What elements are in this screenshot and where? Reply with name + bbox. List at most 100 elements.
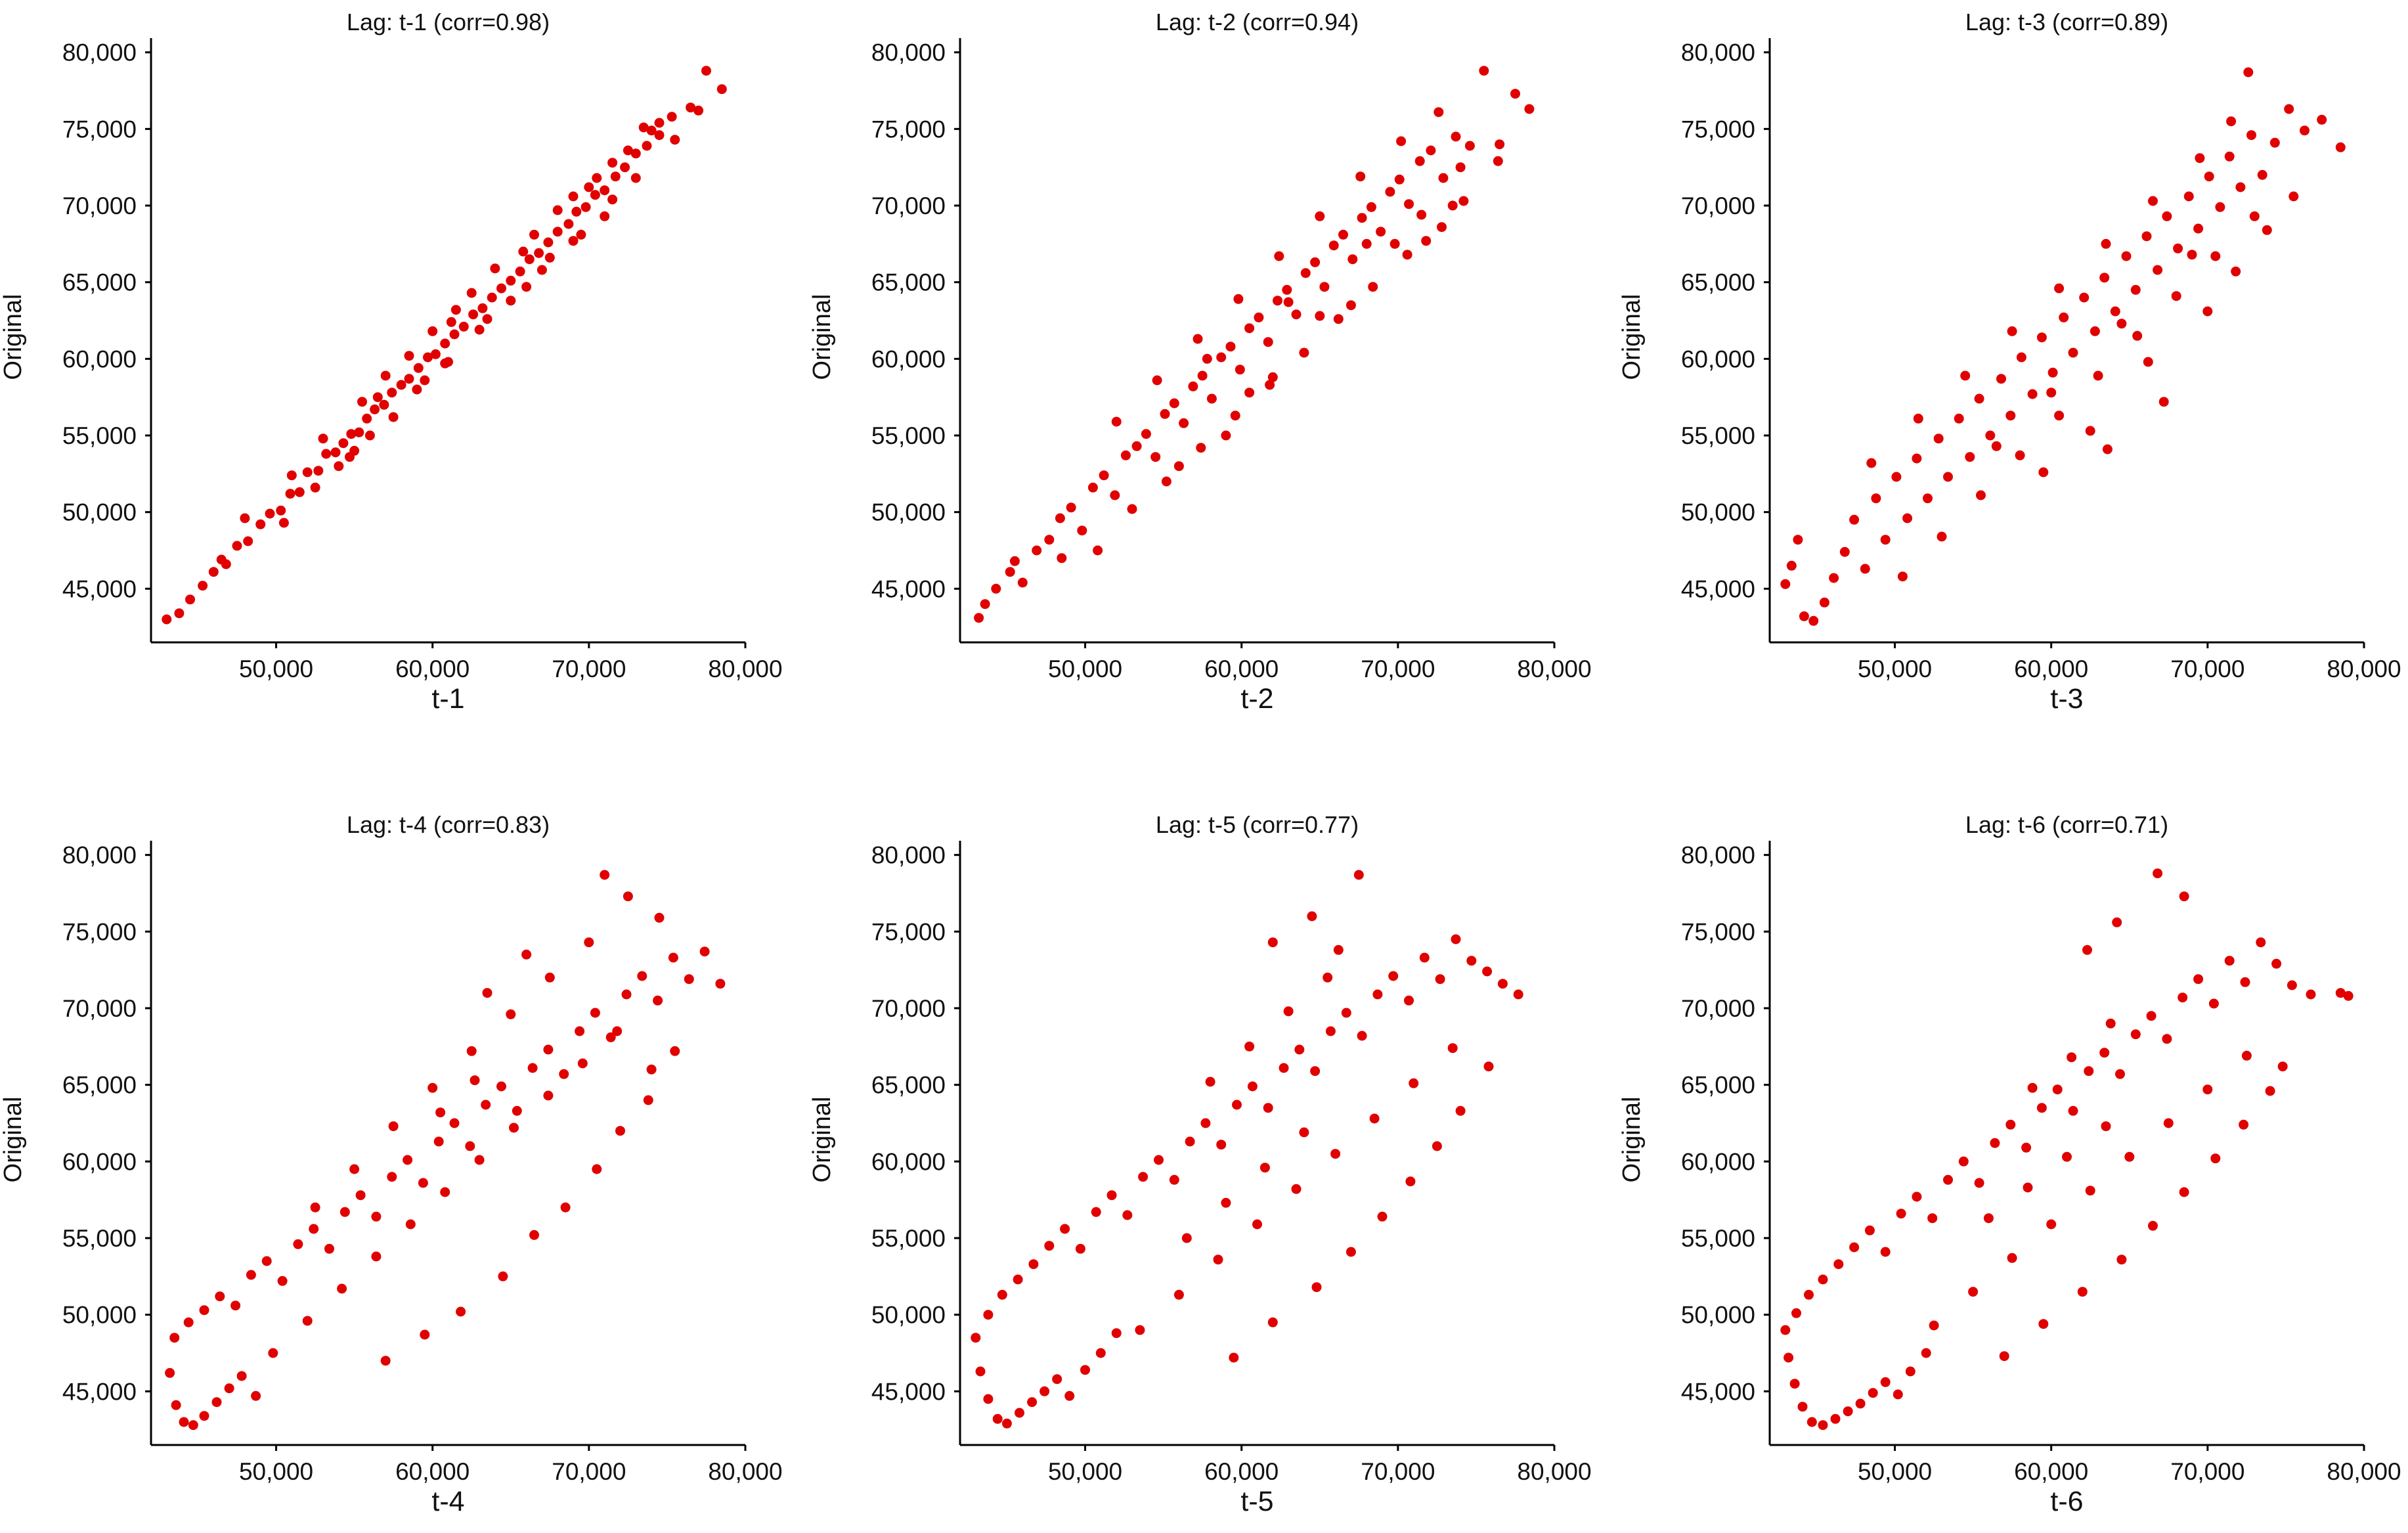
chart-title: Lag: t-5 (corr=0.77) [1156,811,1359,838]
scatter-point [1294,1044,1305,1055]
scatter-point [512,1105,522,1116]
scatter-point [349,1164,360,1174]
scatter-point [2085,426,2095,436]
scatter-point [2102,444,2112,455]
scatter-point [1437,222,1447,233]
scatter-point [1797,1402,1808,1412]
scatter-point [211,1397,222,1408]
scatter-point [396,380,406,390]
scatter-point [592,1164,602,1174]
scatter-point [563,219,574,229]
scatter-point [1127,504,1137,514]
scatter-point [1965,452,1975,462]
scatter-point [590,1008,600,1018]
scatter-point [1346,300,1356,311]
x-axis-label: t-5 [1240,1486,1273,1517]
scatter-point [1369,1113,1380,1124]
scatter-point [2130,284,2141,295]
scatter-point [310,1202,320,1212]
scatter-point [1923,493,1933,504]
scatter-point [1860,564,1870,574]
scatter-point [1259,1163,1270,1173]
scatter-point [2027,1082,2038,1093]
scatter-point [1829,573,1839,583]
scatter-point [2265,1086,2275,1096]
scatter-point [1791,1308,1801,1318]
scatter-point [278,518,289,528]
scatter-point [1806,1417,1817,1427]
scatter-point [481,1100,491,1110]
scatter-point [2099,273,2110,283]
scatter-point [1864,1225,1875,1235]
scatter-point [607,158,618,168]
scatter-point [1087,482,1098,493]
y-tick-label: 65,000 [1681,1072,1755,1099]
scatter-point [302,467,313,478]
scatter-point [1341,1008,1351,1018]
y-tick-label: 60,000 [871,345,946,372]
scatter-point [1780,579,1791,589]
y-tick-label: 50,000 [871,1302,946,1329]
scatter-point [380,1356,391,1366]
scatter-point [2235,182,2246,192]
scatter-point [477,303,488,313]
scatter-point [387,1172,397,1182]
x-tick-label: 60,000 [395,1458,470,1485]
scatter-point [543,1044,554,1055]
scatter-point [355,1190,366,1201]
scatter-point [1193,334,1203,344]
scatter-point [1390,238,1400,249]
scatter-point [496,283,506,294]
y-tick-label: 65,000 [871,1072,946,1099]
x-tick-label: 70,000 [1361,655,1435,682]
scatter-point [2054,283,2065,294]
scatter-point [2204,171,2214,182]
x-tick-label: 50,000 [1048,1458,1122,1485]
lag-plot-panel-5: Lag: t-5 (corr=0.77) 45,000 50,000 55,000 60… [808,811,1592,1517]
scatter-point [1131,441,1142,451]
y-tick-label: 70,000 [871,192,946,219]
scatter-point [1355,171,1366,182]
scatter-point [1912,1191,1922,1202]
scatter-point [1283,1006,1294,1017]
scatter-point [506,296,516,306]
scatter-point [388,412,399,422]
scatter-point [1291,309,1302,320]
scatter-point [2241,1050,2252,1061]
y-axis-label: Original [808,1097,836,1183]
scatter-point [362,413,372,424]
scatter-point [1001,1418,1012,1429]
scatter-point [1799,611,1809,621]
scatter-point [174,608,185,619]
scatter-point [2271,958,2282,969]
scatter-point [623,145,633,156]
scatter-point [224,1383,234,1394]
scatter-point [337,1283,347,1294]
scatter-point [630,173,641,183]
scatter-point [255,519,266,529]
scatter-point [2257,169,2267,180]
scatter-point [509,1122,519,1133]
scatter-point [543,237,554,248]
scatter-point [1394,174,1405,185]
scatter-point [1185,1136,1195,1147]
scatter-point [1005,567,1015,577]
scatter-point [1497,979,1508,989]
scatter-point [1451,131,1461,142]
scatter-point [1513,989,1523,1000]
scatter-point [1122,1210,1133,1220]
scatter-point [1937,531,1947,542]
scatter-point [646,1064,657,1075]
scatter-point [1368,282,1378,292]
scatter-point [1849,1242,1860,1253]
scatter-point [1311,1282,1322,1293]
y-tick-label: 80,000 [871,842,946,869]
scatter-point [1372,989,1383,1000]
scatter-point [1388,971,1399,981]
scatter-point [2015,450,2025,460]
scatter-point [1080,1365,1090,1375]
y-tick-label: 55,000 [871,422,946,449]
scatter-point [490,263,500,274]
scatter-point [243,536,253,546]
scatter-point [1843,1406,1853,1417]
